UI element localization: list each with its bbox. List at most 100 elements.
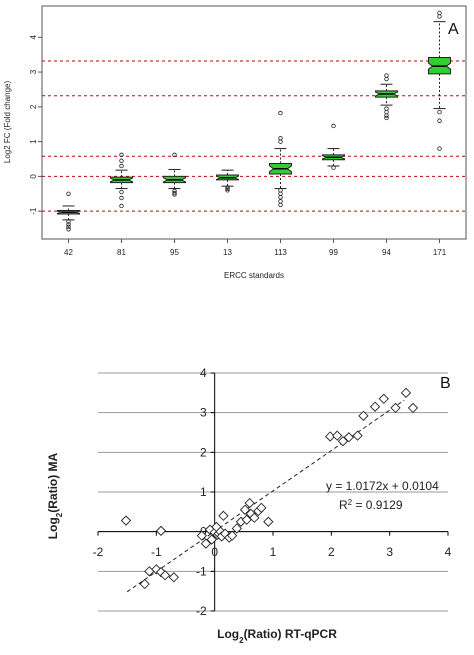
outlier-point — [437, 109, 442, 115]
x-tick-label: 95 — [170, 248, 179, 257]
x-axis-label: Log2(Ratio) RT-qPCR — [217, 627, 337, 645]
outlier-point — [437, 10, 442, 16]
regression-equation: y = 1.0172x + 0.0104 — [326, 479, 439, 493]
outlier-point — [225, 188, 230, 193]
x-tick-label: 3 — [386, 545, 393, 559]
outlier-point — [225, 185, 230, 190]
panel-a-frame — [41, 5, 467, 240]
data-point — [139, 578, 150, 590]
data-point — [378, 393, 389, 404]
data-point — [390, 402, 401, 414]
data-point — [263, 516, 274, 527]
y-tick-label: 3 — [200, 406, 207, 420]
data-point — [369, 401, 381, 412]
data-point — [155, 525, 167, 537]
data-point — [196, 530, 207, 541]
panel-a-label: A — [448, 21, 459, 38]
data-point — [249, 512, 260, 523]
y-tick-label: 2 — [29, 104, 38, 109]
r-squared: R2 = 0.9129 — [339, 498, 403, 513]
box-95 — [163, 152, 186, 197]
data-point — [244, 497, 255, 509]
panel-a-boxplot: -1 0 1 2 3 4 42 81 95 13 113 99 94 171 A ERCC standa… — [3, 5, 467, 280]
reference-lines — [42, 60, 466, 212]
box-94 — [375, 73, 398, 121]
data-point — [337, 436, 349, 447]
box-42 — [57, 191, 80, 232]
outlier-point — [119, 203, 124, 209]
data-points — [120, 387, 419, 590]
data-point — [218, 510, 229, 521]
outlier-point — [172, 190, 177, 196]
x-axis-label: ERCC standards — [224, 271, 284, 280]
panel-b-scatter: -2 -1 0 1 2 3 4 -2 -1 0 1 2 3 4 B y = 1.0172x + 0.01… — [46, 366, 452, 645]
y-tick-label: 4 — [200, 366, 207, 380]
outlier-point — [278, 135, 283, 141]
outlier-point — [278, 195, 283, 200]
x-tick-label: 171 — [433, 248, 447, 257]
data-point — [200, 538, 212, 549]
outlier-point — [384, 113, 389, 118]
y-tick-label: 0 — [29, 174, 38, 179]
outlier-point — [119, 163, 124, 169]
outlier-point — [66, 219, 71, 224]
data-point — [227, 530, 238, 541]
outlier-point — [119, 158, 124, 163]
box-113 — [269, 110, 292, 208]
x-tick-label: 113 — [274, 248, 287, 257]
box-81 — [110, 152, 133, 209]
x-tick-label: 0 — [211, 545, 218, 559]
gridlines — [98, 372, 448, 612]
data-point — [352, 430, 363, 441]
outlier-point — [66, 224, 71, 230]
outlier-point — [172, 192, 177, 197]
data-point — [159, 570, 171, 581]
data-point — [239, 504, 251, 515]
x-tick-label: 4 — [445, 545, 452, 559]
outlier-point — [331, 123, 336, 129]
box-13 — [216, 169, 239, 193]
outlier-point — [172, 152, 177, 158]
x-tick-label: -1 — [151, 545, 162, 559]
outlier-point — [119, 152, 124, 158]
outlier-point — [384, 73, 389, 78]
outlier-point — [66, 191, 71, 196]
y-tick-label: 4 — [29, 35, 38, 40]
data-point — [407, 402, 419, 414]
boxes — [57, 10, 451, 232]
y-tick-label: 2 — [200, 445, 207, 459]
x-tick-label: 42 — [64, 248, 73, 257]
outlier-point — [119, 189, 124, 195]
y-axis-ticks: -1 0 1 2 3 4 — [29, 35, 42, 215]
y-tick-label: -1 — [196, 564, 207, 578]
y-axis-label: Log2(Ratio) MA — [46, 452, 64, 539]
x-tick-label: 99 — [329, 248, 338, 257]
box-99 — [322, 123, 345, 170]
data-point — [343, 432, 354, 443]
data-point — [358, 410, 369, 421]
x-tick-label: 2 — [328, 545, 335, 559]
outlier-point — [278, 110, 283, 116]
y-tick-label: 1 — [200, 485, 207, 499]
outlier-point — [437, 118, 442, 123]
outlier-point — [66, 227, 71, 232]
outlier-point — [437, 146, 442, 151]
y-axis-label: Log2 FC (Fold change) — [3, 81, 12, 164]
x-tick-label: -2 — [93, 545, 104, 559]
outlier-point — [66, 222, 71, 227]
x-axis-ticks: 42 81 95 13 113 99 94 171 — [64, 239, 447, 257]
outlier-point — [119, 195, 124, 201]
x-tick-label: 81 — [117, 248, 126, 257]
y-tick-label: -2 — [196, 604, 207, 618]
x-tick-label: 1 — [270, 545, 277, 559]
data-point — [256, 502, 267, 514]
outlier-point — [331, 165, 336, 170]
x-tick-label: 94 — [382, 248, 391, 257]
data-point — [206, 534, 217, 545]
y-tick-label: 1 — [29, 139, 38, 144]
data-point — [332, 430, 343, 441]
y-tick-label: 3 — [29, 69, 38, 74]
outlier-point — [225, 186, 230, 192]
outlier-point — [384, 115, 389, 121]
